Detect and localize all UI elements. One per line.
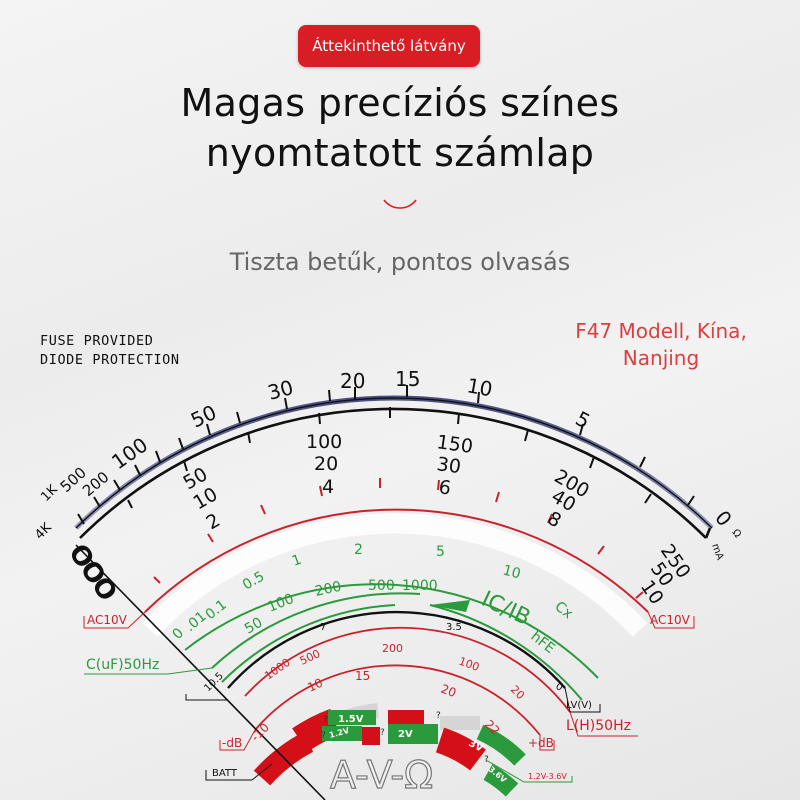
unknown-mark: ? [321,731,326,741]
avo-logo: A-V-Ω [330,753,433,797]
ohm-label-4k: 4K [32,520,55,543]
subtitle: Tiszta betűk, pontos olvasás [229,248,571,276]
lv-label-0: 0 [554,681,565,694]
mirror-band [142,513,648,637]
needle-line [75,544,326,800]
cuf-name: C(uF)50Hz [86,657,159,673]
cx-label-5: 5 [436,544,445,560]
ohm-unit: Ω [730,527,744,540]
lh-name: L(H)50Hz [566,718,631,734]
cuf-scale-arc [211,592,421,669]
unknown-mark: ? [380,728,385,738]
dc-label-150: 150 [435,431,474,458]
ohm-label-50: 50 [187,400,220,433]
cuf-label-50: 50 [242,615,265,638]
ohm-label-0: 0 [710,506,737,531]
dc-label-6: 6 [437,476,452,499]
model-line-1: F47 Modell, Kína, [575,319,747,343]
db-right-label: +dB [528,736,554,750]
ac10v-scale-arc [144,508,649,613]
lh-scale-arc [244,626,571,713]
mirror-ooo-symbol: OOO [62,539,122,606]
lv-scale-arc [227,610,566,689]
db-label-15: 15 [355,669,370,683]
ohm-label-15: 15 [395,367,420,391]
dc-label-20: 20 [314,453,338,475]
lh-label-100: 100 [457,655,481,674]
battery-label-1-5v: 1.5V [338,714,364,725]
lh-label-200: 200 [382,642,403,655]
db-label-10: 10 [305,676,325,695]
lh-label-500: 500 [298,647,323,668]
ohm-label-1k: 1K [38,482,61,505]
db-left-label: -dB [222,736,242,750]
ac10v-right-label: AC10V [650,613,691,627]
ohm-label-20: 20 [340,369,365,393]
badge-label: Áttekinthető látvány [312,37,466,55]
unknown-mark: ? [436,711,441,721]
title-line-1: Magas precíziós színes [180,81,620,125]
cx-label-10: 10 [501,562,522,582]
lv-label-3-5: 3.5 [446,622,462,633]
battery-label-2v: 2V [398,729,413,740]
battery-range-label: 1.2V-3.6V [528,772,567,781]
dc-label-30: 30 [435,453,462,478]
lv-name: LV(V) [566,700,592,711]
ohm-label-30: 30 [265,375,296,405]
unknown-mark: ? [323,715,328,725]
cuf-label-0: 0 [170,625,188,643]
ohm-label-5: 5 [572,406,595,433]
cuf-label-500: 500 [368,578,395,594]
cx-label-2: 2 [354,542,363,558]
ohm-label-10: 10 [465,373,494,401]
ohm-label-100: 100 [107,433,152,475]
batt-label: BATT [212,768,238,779]
lh-label-20: 20 [508,683,527,702]
cx-label-1: 1 [290,552,304,570]
lv-label-10-5: 10.5 [202,671,226,695]
hfe-scale-arc [429,604,583,701]
dc-scale-arc [79,407,707,539]
fuse-line-1: FUSE PROVIDED [40,333,154,349]
ac10v-left-label: AC10V [87,613,128,627]
fuse-line-2: DIODE PROTECTION [40,352,180,368]
smile-divider-icon [383,199,417,209]
dc-label-2: 2 [203,509,224,534]
cuf-label-100: 100 [266,591,297,616]
model-line-2: Nanjing [622,346,700,370]
dc-label-100: 100 [306,431,342,453]
fuse-note: FUSE PROVIDED DIODE PROTECTION [40,332,180,370]
feature-badge: Áttekinthető látvány [298,25,480,67]
model-note: F47 Modell, Kína, Nanjing [556,318,766,372]
cx-name: Cx [552,599,576,623]
db-scale-arc [254,664,541,736]
cx-label-0-5: 0.5 [240,568,267,593]
db-label-20: 20 [439,682,458,700]
page-title: Magas precíziós színes nyomtatott számla… [0,78,800,178]
dc-label-4: 4 [322,476,334,498]
cx-scale-arc [184,583,599,679]
lv-label-7: 7 [320,622,326,633]
ohm-scale-arc [74,395,714,530]
dc-label-8: 8 [544,507,565,532]
title-line-2: nyomtatott számlap [205,131,595,175]
cuf-label-200: 200 [314,579,343,600]
cuf-label-1000: 1000 [402,578,438,594]
dc-unit: mA [709,542,725,561]
hfe-arrow-icon [430,600,470,612]
